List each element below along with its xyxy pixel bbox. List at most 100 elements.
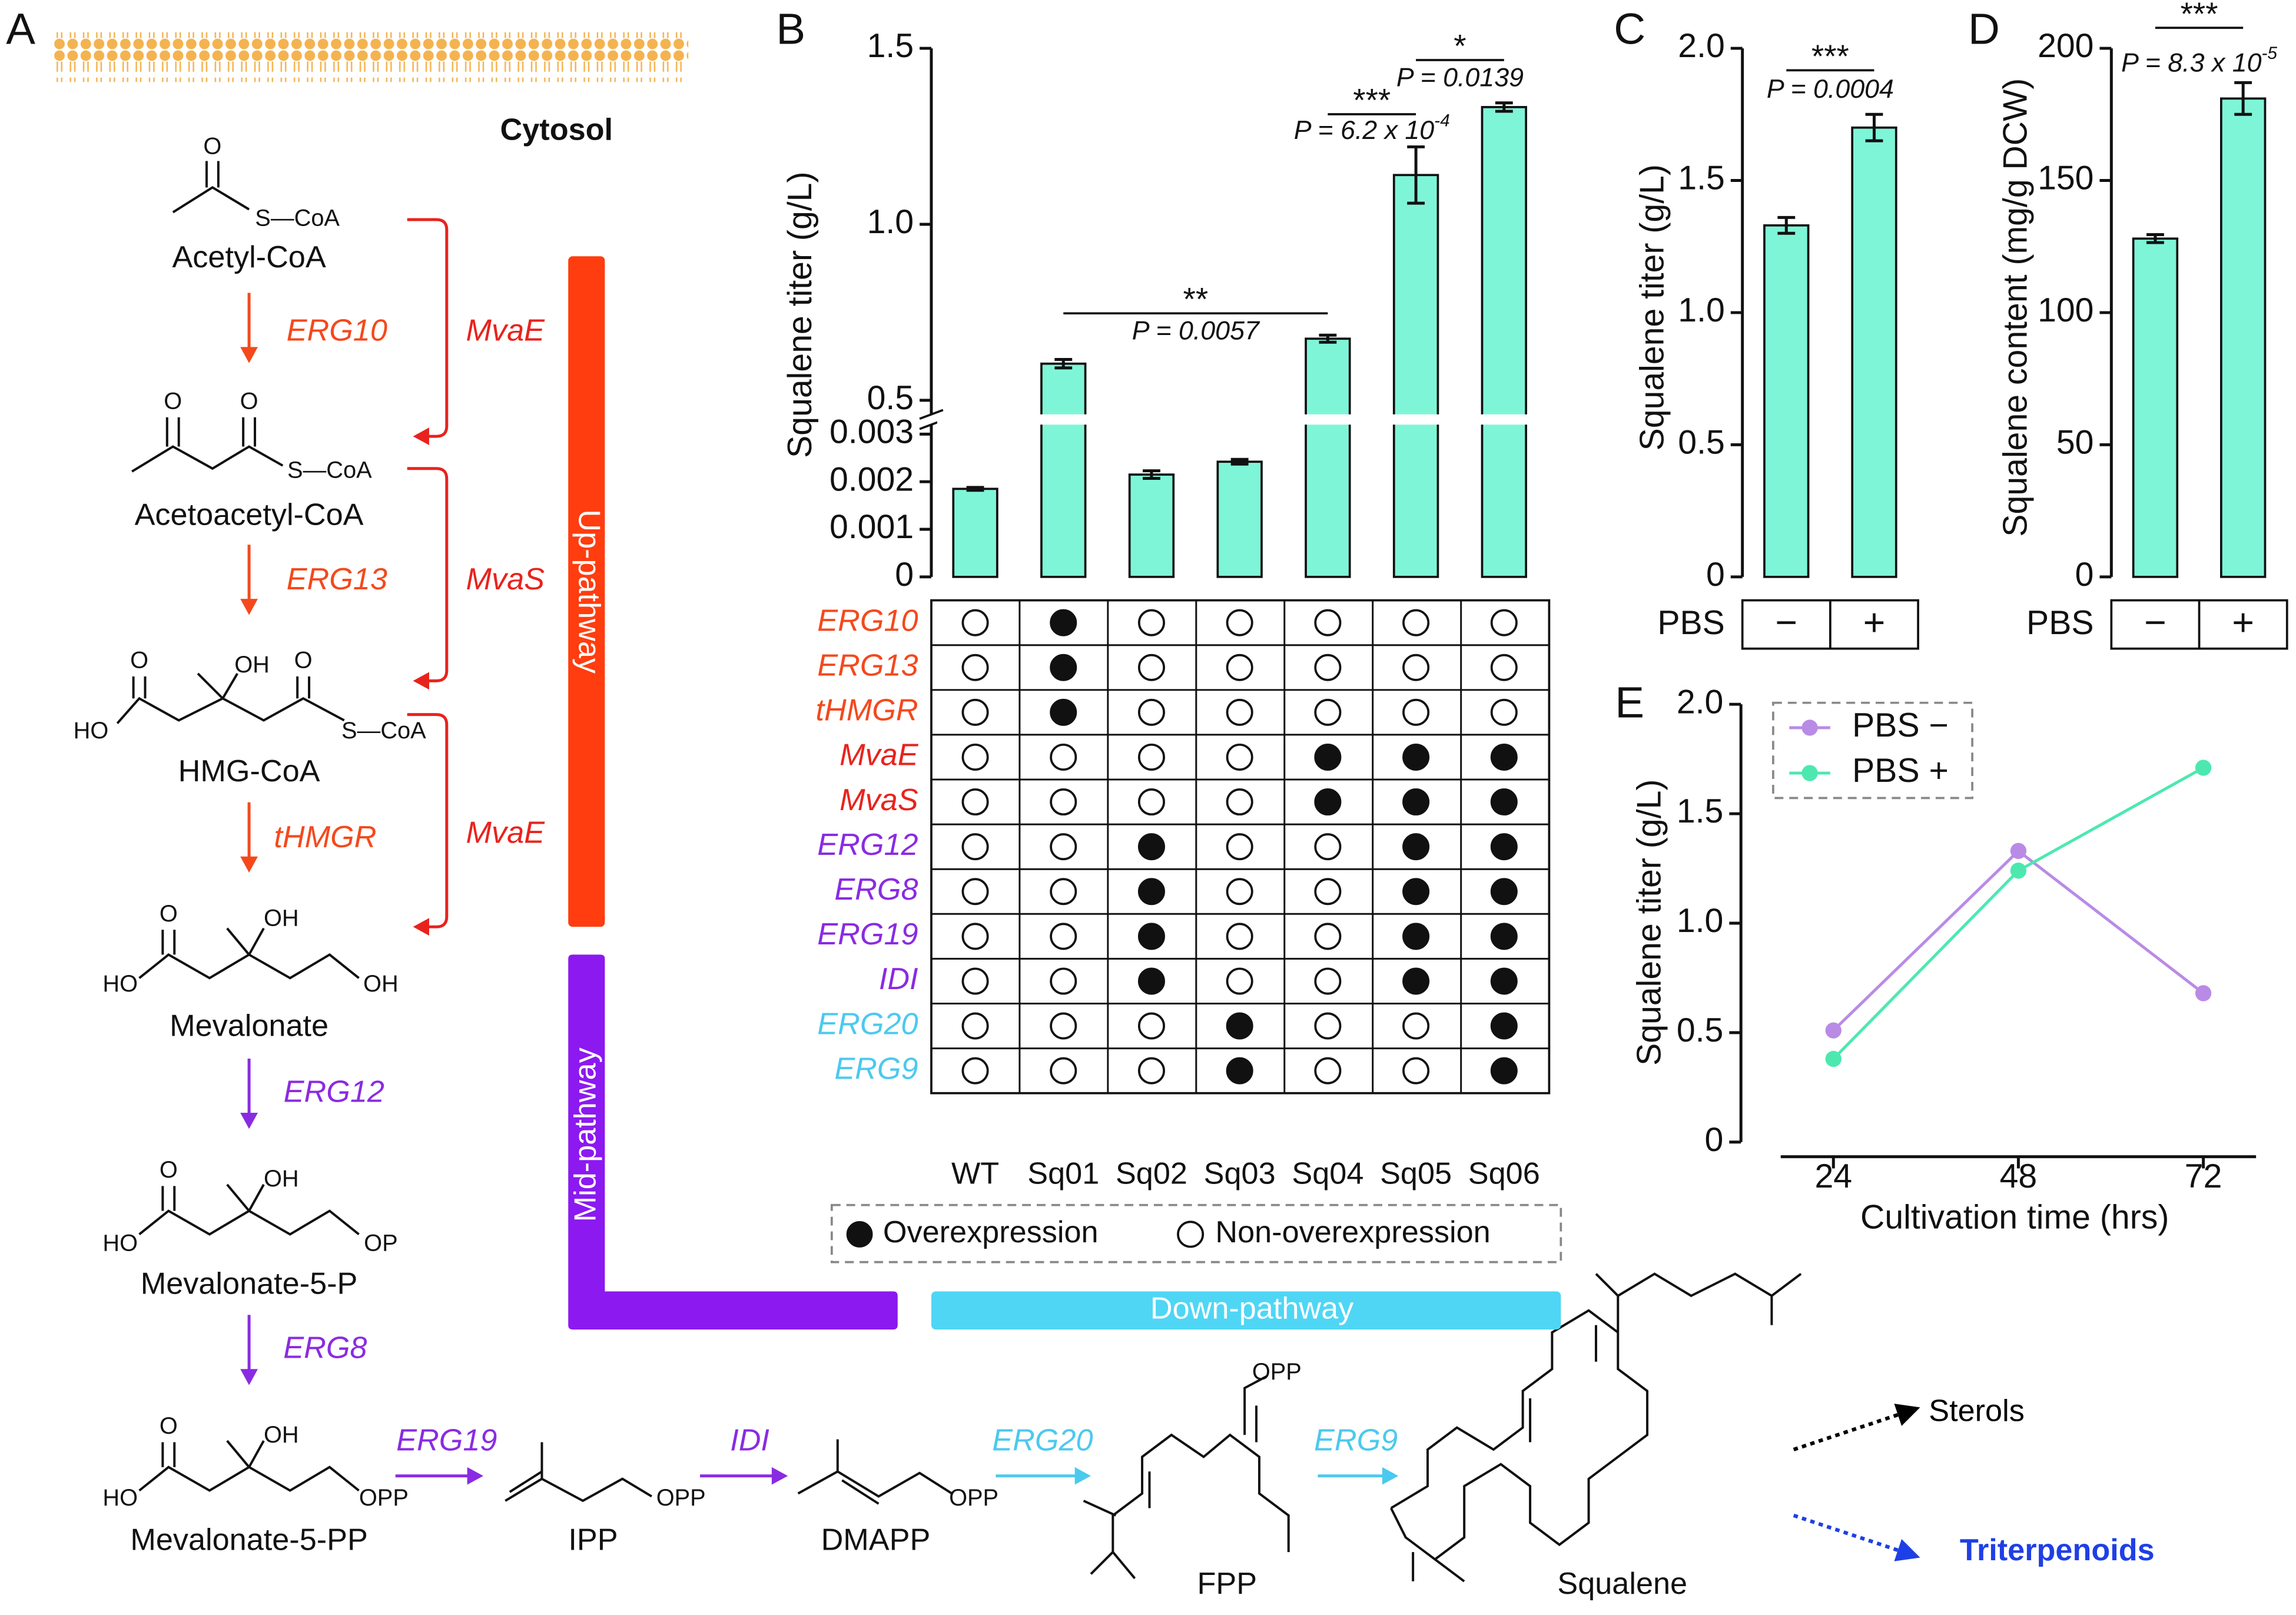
arrow-head	[413, 918, 429, 936]
y-tick-label: 0.001	[830, 508, 914, 546]
x-axis-title: Cultivation time (hrs)	[1860, 1199, 2169, 1236]
point	[2195, 985, 2212, 1002]
genotype-cell	[1226, 923, 1253, 950]
y-tick-label: 0	[1706, 556, 1725, 593]
genotype-cell	[1402, 1057, 1430, 1085]
p-value-text: P = 0.0139	[1396, 62, 1524, 92]
x-tick-label: WT	[951, 1157, 999, 1191]
metabolite-name: Mevalonate	[170, 1009, 329, 1043]
y-tick-label: 150	[2038, 160, 2093, 197]
bypass-enzyme-label: MvaE	[466, 815, 546, 850]
metabolite-name: IPP	[568, 1523, 618, 1557]
genotype-cell	[1137, 698, 1165, 726]
genotype-cell	[1314, 654, 1342, 681]
y-tick-label: 0.5	[867, 379, 914, 417]
gene-label: MvaE	[840, 738, 919, 772]
acetyl-coa-structure	[172, 161, 250, 214]
error-bar-line	[2146, 233, 2164, 244]
genotype-cell	[1490, 967, 1518, 995]
atom-label: O	[164, 388, 182, 414]
p-value-text: P = 6.2 x 10	[1294, 115, 1435, 145]
genotype-cell	[1137, 609, 1165, 636]
bar	[2219, 97, 2267, 578]
genotype-cell	[1402, 788, 1430, 816]
error-bar-line	[1319, 333, 1337, 344]
genotype-cell	[1490, 1057, 1518, 1085]
genotype-cell	[1314, 1012, 1342, 1040]
genotype-cell	[1226, 1012, 1253, 1040]
error-bar-line	[2234, 81, 2252, 116]
mevalonate-5-p-structure	[138, 1183, 360, 1236]
y-tick-label: 2.0	[1678, 27, 1725, 65]
arrow-head	[467, 1467, 483, 1485]
genotype-cell	[1226, 743, 1253, 771]
product-label: Sterols	[1929, 1394, 2025, 1428]
genotype-cell	[1490, 833, 1518, 861]
gene-label: ERG12	[817, 828, 918, 862]
genotype-cell	[961, 1057, 989, 1085]
gene-label: ERG13	[817, 649, 918, 683]
y-tick-label: 0.5	[1678, 423, 1725, 461]
module-label: Up-pathway	[572, 509, 606, 674]
genotype-cell	[1050, 609, 1077, 636]
genotype-cell	[1490, 609, 1518, 636]
genotype-cell	[1050, 833, 1077, 861]
error-bar-line	[1495, 101, 1513, 113]
bar	[1392, 174, 1439, 578]
genotype-cell	[1226, 833, 1253, 861]
squalene-structure	[1390, 1272, 1802, 1583]
atom-label: O	[203, 134, 221, 160]
arrow-head	[771, 1467, 788, 1485]
genotype-cell	[961, 878, 989, 906]
bar	[1305, 337, 1351, 578]
panel-label: B	[776, 4, 805, 53]
module-label: Mid-pathway	[568, 1047, 602, 1222]
p-value-text: P = 0.0057	[1132, 316, 1260, 345]
bar	[1851, 126, 1897, 578]
point	[2010, 863, 2027, 879]
error-bar	[1407, 145, 1425, 205]
genotype-table	[930, 599, 1551, 1095]
atom-label: OPP	[1252, 1359, 1302, 1385]
point	[2195, 760, 2212, 776]
error-bar	[1230, 457, 1249, 466]
genotype-cell	[1050, 788, 1077, 816]
product-arrow	[1793, 1411, 1905, 1451]
panel-label: C	[1614, 4, 1645, 53]
y-tick-label: 0.5	[1677, 1012, 1724, 1049]
y-tick-label: 0	[2075, 556, 2094, 593]
x-tick-label: Sq02	[1116, 1157, 1187, 1191]
panel-label: A	[6, 4, 35, 53]
hmg-coa-structure	[116, 672, 345, 724]
gene-label: ERG9	[834, 1052, 918, 1086]
genotype-cell	[1314, 698, 1342, 726]
metabolite-name: Mevalonate-5-PP	[130, 1523, 367, 1557]
y-tick-label: 1.5	[1677, 792, 1724, 830]
genotype-cell	[1314, 923, 1342, 950]
atom-label: OH	[234, 652, 270, 678]
p-value: P = 0.0139	[1396, 62, 1524, 92]
significance-stars: ***	[1353, 82, 1391, 118]
enzyme-label: IDI	[730, 1423, 769, 1457]
arrow-head	[240, 599, 258, 615]
genotype-cell	[1314, 967, 1342, 995]
metabolite-name: DMAPP	[821, 1523, 931, 1557]
p-value-exponent: -5	[2262, 44, 2278, 63]
genotype-cell	[961, 923, 989, 950]
x-axis-title: PBS	[1657, 604, 1724, 642]
x-tick-label: Sq06	[1468, 1157, 1540, 1191]
error-bar	[2234, 81, 2252, 116]
y-axis-title: Squalene titer (g/L)	[1634, 164, 1671, 450]
atom-label: OPP	[359, 1485, 409, 1511]
y-tick-label: 100	[2038, 291, 2093, 329]
y-tick-label: 2.0	[1677, 683, 1724, 721]
arrow-head	[240, 856, 258, 873]
p-value-text: P = 0.0004	[1767, 74, 1894, 104]
atom-label: O	[240, 388, 258, 414]
genotype-cell	[1226, 609, 1253, 636]
genotype-cell	[1402, 654, 1430, 681]
error-bar	[1143, 469, 1160, 480]
y-tick-label: 0	[1705, 1121, 1724, 1159]
point	[1825, 1022, 1842, 1039]
